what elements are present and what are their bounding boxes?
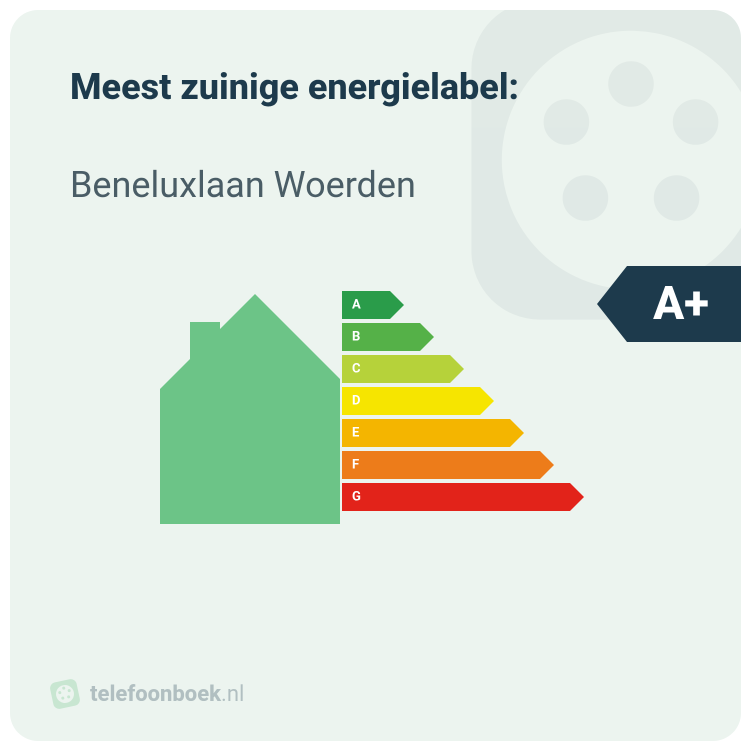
- footer-logo-icon: [47, 676, 83, 712]
- energy-bar-letter: D: [352, 394, 360, 409]
- rating-badge: A+: [627, 266, 741, 342]
- footer-brand-light: .nl: [221, 682, 244, 707]
- energy-bar-b: B: [342, 323, 584, 351]
- footer-brand: telefoonboek.nl: [90, 682, 244, 707]
- energy-diagram: ABCDEFG A+: [70, 276, 681, 536]
- energy-bar-e: E: [342, 419, 584, 447]
- energy-card: Meest zuinige energielabel: Beneluxlaan …: [10, 10, 741, 741]
- house-icon: [160, 294, 340, 524]
- energy-bar-letter: C: [352, 362, 361, 377]
- energy-bar-d: D: [342, 387, 584, 415]
- energy-bar-c: C: [342, 355, 584, 383]
- energy-bar-letter: E: [352, 426, 359, 441]
- energy-bar-a: A: [342, 291, 584, 319]
- rating-value: A+: [653, 277, 709, 331]
- energy-bar-g: G: [342, 483, 584, 511]
- energy-bars: A B C D E F G: [342, 291, 584, 515]
- energy-bar-letter: A: [352, 298, 361, 313]
- card-title: Meest zuinige energielabel:: [70, 66, 681, 108]
- energy-bar-letter: G: [352, 490, 361, 505]
- energy-bar-f: F: [342, 451, 584, 479]
- energy-bar-letter: B: [352, 330, 360, 345]
- footer-brand-bold: telefoonboek: [90, 682, 221, 707]
- energy-bar-letter: F: [352, 458, 359, 473]
- footer: telefoonboek.nl: [50, 679, 244, 709]
- card-subtitle: Beneluxlaan Woerden: [70, 164, 681, 206]
